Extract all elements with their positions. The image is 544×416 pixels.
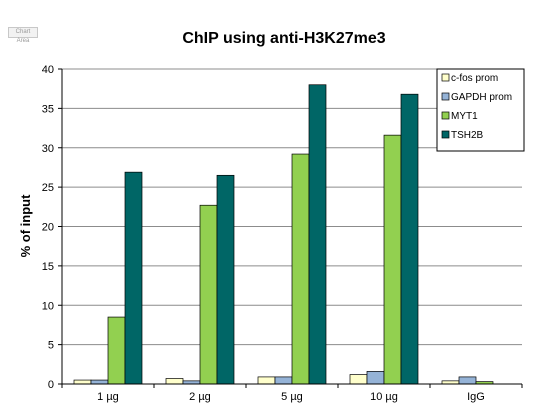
bar-tsh2b-0 — [124, 171, 143, 385]
x-axis: 1 µg 2 µg 5 µg 10 µg IgG — [61, 383, 523, 403]
legend: c-fos prom GAPDH prom MYT1 TSH2B — [436, 68, 525, 152]
bar-myt1-1 — [199, 204, 218, 385]
y-tick-label: 0 — [48, 379, 54, 391]
legend-swatch — [441, 111, 450, 120]
legend-swatch — [441, 130, 450, 139]
y-tick-label: 35 — [42, 103, 54, 115]
bar-myt1-3 — [383, 134, 402, 385]
y-axis: 0 5 10 15 20 25 30 35 40 — [42, 64, 63, 391]
bar-tsh2b-1 — [216, 174, 235, 385]
chart-title: ChIP using anti-H3K27me3 — [182, 30, 385, 47]
legend-label: MYT1 — [451, 111, 478, 122]
bar-c-fos-prom-0 — [73, 379, 92, 385]
y-tick-label: 5 — [48, 340, 54, 352]
chart-area-tag: Chart Area — [8, 27, 38, 44]
y-axis-label: % of input — [18, 194, 33, 257]
legend-box — [436, 68, 525, 152]
y-tick-label: 20 — [42, 222, 54, 234]
bar-myt1-2 — [291, 153, 310, 385]
legend-swatch — [441, 92, 450, 101]
y-tick-label: 30 — [42, 143, 54, 155]
bar-tsh2b-3 — [400, 93, 419, 385]
x-tick-label: 2 µg — [189, 391, 211, 403]
legend-label: GAPDH prom — [451, 92, 512, 103]
bar-c-fos-prom-3 — [349, 374, 368, 385]
y-tick-label: 15 — [42, 261, 54, 273]
y-tick-label: 40 — [42, 64, 54, 76]
x-tick-label: 1 µg — [97, 391, 119, 403]
bar-myt1-0 — [107, 316, 126, 385]
bar-tsh2b-2 — [308, 84, 327, 385]
legend-swatch — [441, 73, 450, 82]
y-tick-label: 10 — [42, 300, 54, 312]
legend-label: TSH2B — [451, 130, 484, 141]
bar-c-fos-prom-1 — [165, 378, 184, 385]
y-tick-label: 25 — [42, 182, 54, 194]
x-tick-label: 10 µg — [370, 391, 398, 403]
x-tick-label: 5 µg — [281, 391, 303, 403]
bar-gapdh-prom-0 — [90, 379, 109, 385]
legend-label: c-fos prom — [451, 73, 498, 84]
bars — [73, 84, 494, 385]
bar-gapdh-prom-2 — [274, 376, 293, 385]
bar-c-fos-prom-2 — [257, 376, 276, 385]
bar-gapdh-prom-3 — [366, 371, 385, 385]
bar-gapdh-prom-4 — [458, 376, 477, 385]
x-tick-label: IgG — [467, 391, 485, 403]
